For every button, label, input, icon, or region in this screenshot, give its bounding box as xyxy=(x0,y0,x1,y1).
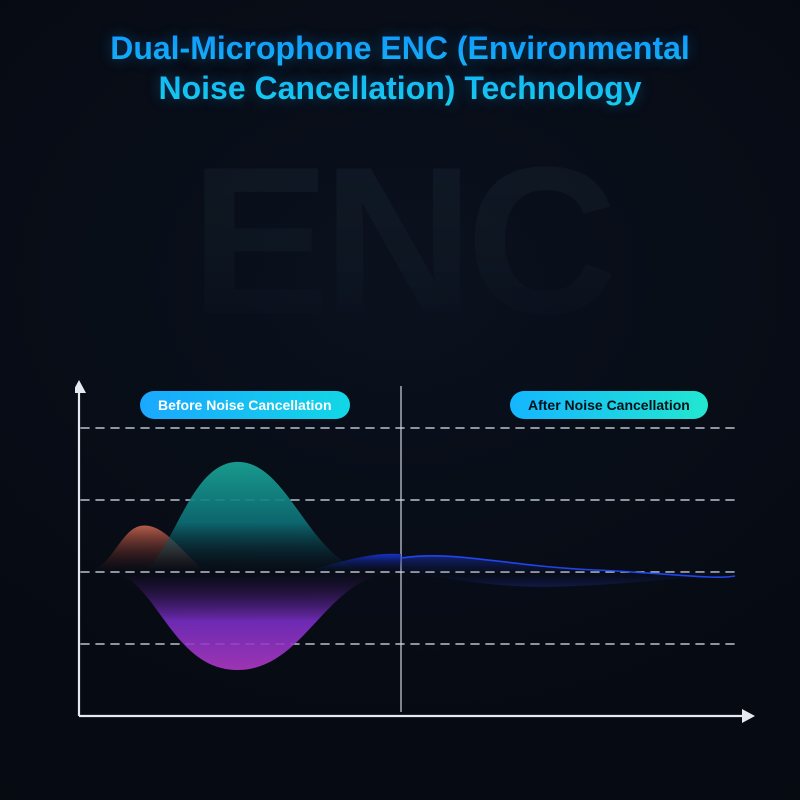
label-after-text: After Noise Cancellation xyxy=(528,397,690,413)
label-before-text: Before Noise Cancellation xyxy=(158,397,332,413)
title-line-2: Noise Cancellation) Technology xyxy=(158,70,641,106)
label-after-pill: After Noise Cancellation xyxy=(510,391,708,419)
page-title: Dual-Microphone ENC (Environmental Noise… xyxy=(0,28,800,108)
title-line-1: Dual-Microphone ENC (Environmental xyxy=(110,30,690,66)
infographic-canvas: Dual-Microphone ENC (Environmental Noise… xyxy=(0,0,800,800)
noise-chart xyxy=(75,380,755,740)
chart-svg xyxy=(75,380,755,740)
label-before-pill: Before Noise Cancellation xyxy=(140,391,350,419)
watermark-text: ENC xyxy=(0,120,800,362)
